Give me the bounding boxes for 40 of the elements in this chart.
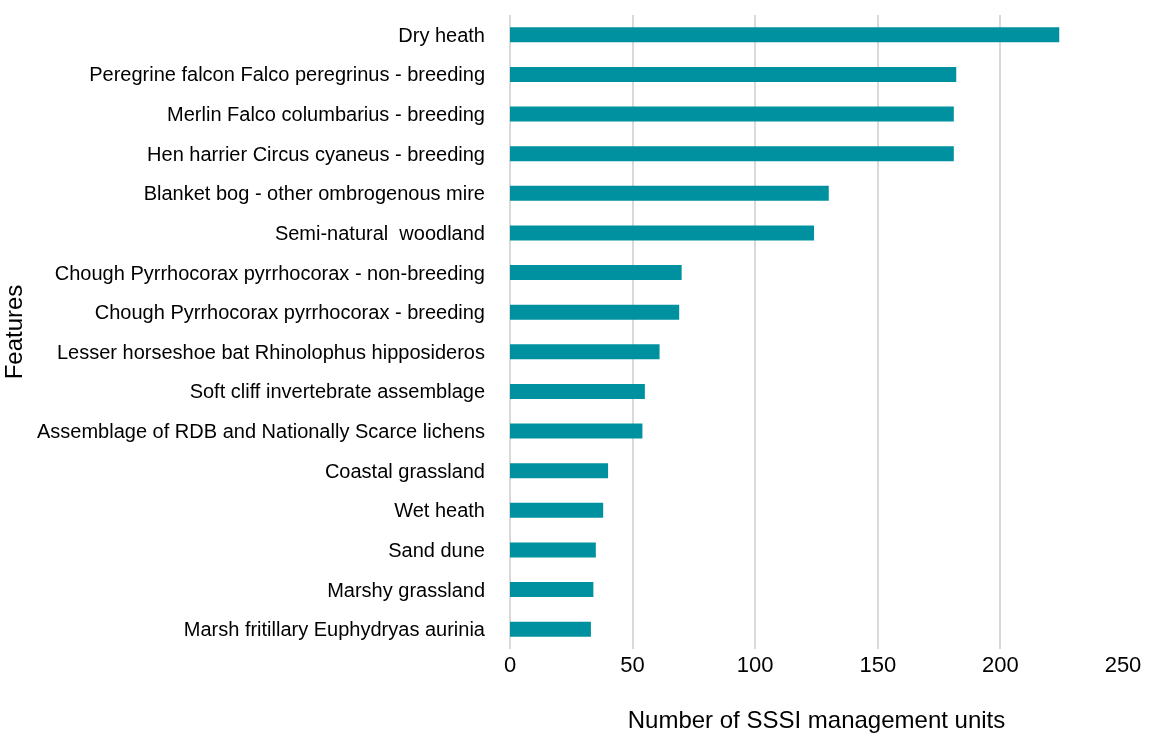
bar: [510, 304, 680, 320]
bar: [510, 344, 660, 360]
bar: [510, 27, 1060, 43]
bar: [510, 502, 604, 518]
x-tick-label: 200: [982, 652, 1019, 677]
y-tick-label: Hen harrier Circus cyaneus - breeding: [147, 142, 485, 165]
x-tick-label: 50: [620, 652, 645, 677]
bar: [510, 265, 682, 281]
x-axis-title: Number of SSSI management units: [627, 706, 1006, 734]
y-tick-label: Chough Pyrrhocorax pyrrhocorax - breeding: [94, 301, 485, 324]
x-tick-label: 100: [736, 652, 774, 677]
bar: [510, 423, 643, 439]
y-axis-title: Features: [0, 284, 27, 380]
y-tick-label: Wet heath: [394, 499, 485, 522]
bar: [510, 185, 829, 201]
x-tick-label: 150: [859, 652, 897, 677]
y-tick-label: Merlin Falco columbarius - breeding: [167, 103, 485, 126]
bar: [510, 582, 594, 598]
bar: [510, 225, 815, 241]
bar: [510, 621, 591, 637]
x-tick-label: 0: [503, 652, 517, 677]
y-tick-label: Dry heath: [398, 23, 485, 46]
y-tick-label: Chough Pyrrhocorax pyrrhocorax - non-breeding: [54, 261, 485, 284]
y-tick-label: Sand dune: [388, 538, 485, 561]
y-tick-label: Marsh fritillary Euphydryas aurinia: [183, 618, 486, 641]
bar: [510, 66, 957, 82]
y-tick-label: Blanket bog - other ombrogenous mire: [143, 182, 485, 205]
bar: [510, 383, 645, 399]
y-tick-label: Peregrine falcon Falco peregrinus - breeding: [89, 63, 485, 86]
y-tick-label: Semi-natural woodland: [274, 221, 485, 244]
y-tick-label: Marshy grassland: [327, 578, 485, 601]
x-tick-label: 250: [1104, 652, 1142, 677]
y-tick-label: Lesser horseshoe bat Rhinolophus hipposideros: [56, 340, 485, 363]
y-tick-label: Coastal grassland: [324, 459, 485, 482]
bar: [510, 106, 954, 122]
bar: [510, 146, 954, 162]
bar: [510, 463, 609, 479]
bar: [510, 542, 596, 558]
y-tick-label: Assemblage of RDB and Nationally Scarce lichens: [37, 420, 485, 443]
y-tick-label: Soft cliff invertebrate assemblage: [189, 380, 485, 403]
